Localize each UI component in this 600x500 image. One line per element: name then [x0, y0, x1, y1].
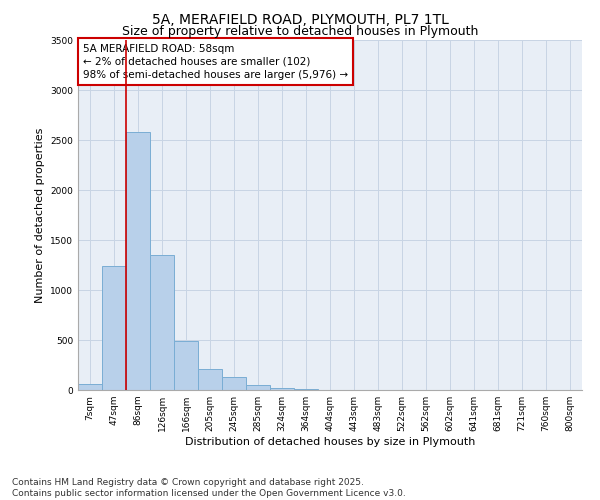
Text: 5A, MERAFIELD ROAD, PLYMOUTH, PL7 1TL: 5A, MERAFIELD ROAD, PLYMOUTH, PL7 1TL: [152, 12, 448, 26]
Bar: [222, 377, 246, 390]
Bar: [102, 266, 126, 390]
Bar: [174, 341, 198, 390]
Bar: [126, 132, 150, 390]
Text: Contains HM Land Registry data © Crown copyright and database right 2025.
Contai: Contains HM Land Registry data © Crown c…: [12, 478, 406, 498]
Text: Size of property relative to detached houses in Plymouth: Size of property relative to detached ho…: [122, 25, 478, 38]
Bar: [270, 388, 294, 390]
Bar: [294, 389, 318, 390]
Y-axis label: Number of detached properties: Number of detached properties: [35, 128, 44, 302]
Bar: [198, 368, 222, 390]
Bar: [150, 255, 174, 390]
Bar: [78, 384, 102, 390]
Text: 5A MERAFIELD ROAD: 58sqm
← 2% of detached houses are smaller (102)
98% of semi-d: 5A MERAFIELD ROAD: 58sqm ← 2% of detache…: [83, 44, 348, 80]
Bar: [246, 384, 270, 390]
X-axis label: Distribution of detached houses by size in Plymouth: Distribution of detached houses by size …: [185, 437, 475, 447]
